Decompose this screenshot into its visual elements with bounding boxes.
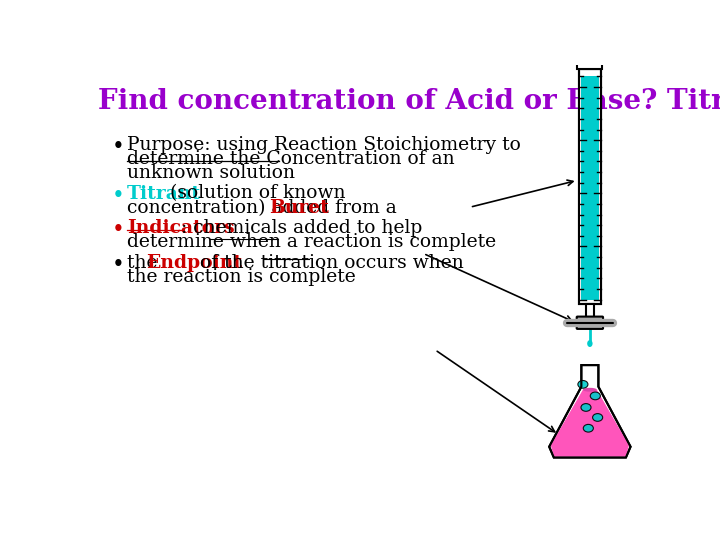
Text: Indicators: Indicators	[127, 219, 235, 237]
Text: Endpoint: Endpoint	[145, 254, 242, 272]
Text: concentration) added from a: concentration) added from a	[127, 199, 403, 217]
Text: •: •	[112, 254, 125, 276]
Ellipse shape	[593, 414, 603, 421]
Text: the reaction is complete: the reaction is complete	[127, 268, 356, 286]
Ellipse shape	[581, 403, 591, 411]
Ellipse shape	[583, 388, 597, 392]
Text: Buret: Buret	[269, 199, 329, 217]
Text: of the titration occurs when: of the titration occurs when	[194, 254, 464, 272]
Text: •: •	[112, 185, 125, 206]
Polygon shape	[577, 63, 602, 69]
Ellipse shape	[588, 340, 593, 347]
Text: determine the Concentration of an: determine the Concentration of an	[127, 150, 455, 168]
FancyBboxPatch shape	[577, 316, 603, 329]
Text: determine when a reaction is complete: determine when a reaction is complete	[127, 233, 496, 252]
Text: Purpose: using Reaction Stoichiometry to: Purpose: using Reaction Stoichiometry to	[127, 136, 521, 154]
Text: Titrant: Titrant	[127, 185, 202, 202]
Text: Find concentration of Acid or Base? Titration: Find concentration of Acid or Base? Titr…	[98, 88, 720, 115]
Ellipse shape	[578, 381, 588, 388]
Polygon shape	[579, 69, 600, 303]
Text: •: •	[112, 136, 125, 158]
Text: the: the	[127, 254, 163, 272]
Text: (solution of known: (solution of known	[164, 185, 346, 202]
Polygon shape	[580, 76, 599, 300]
Ellipse shape	[590, 392, 600, 400]
Text: unknown solution: unknown solution	[127, 164, 295, 182]
Ellipse shape	[583, 424, 593, 432]
Polygon shape	[549, 365, 631, 457]
Polygon shape	[586, 303, 594, 318]
Text: : chemicals added to help: : chemicals added to help	[181, 219, 423, 237]
Text: •: •	[112, 219, 125, 241]
Polygon shape	[551, 390, 629, 457]
